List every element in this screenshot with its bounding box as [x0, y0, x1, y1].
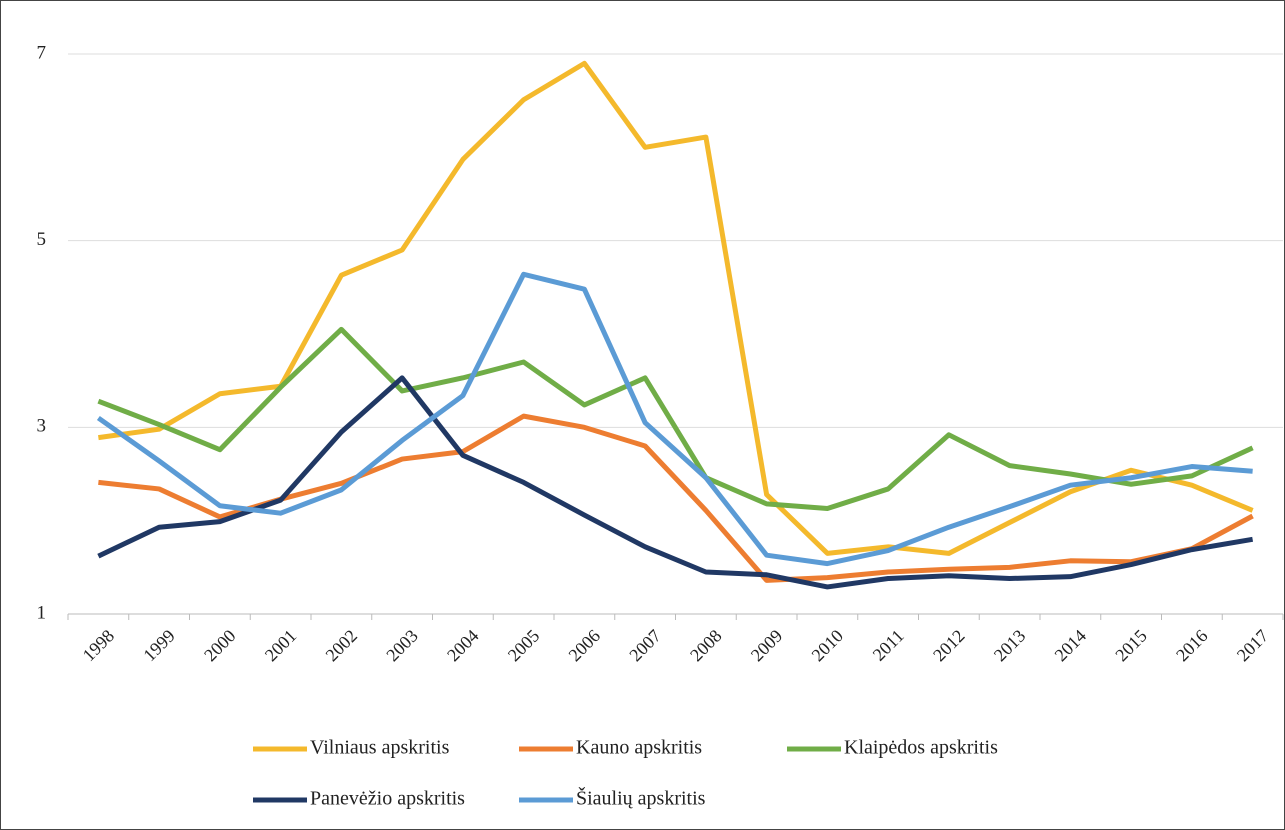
y-tick-label: 5	[37, 229, 47, 250]
series-line	[97, 375, 1254, 590]
legend-label: Panevėžio apskritis	[310, 788, 465, 810]
legend-label: Vilniaus apskritis	[310, 737, 450, 759]
y-tick-label: 1	[37, 602, 47, 623]
y-tick-label: 3	[37, 416, 47, 437]
series-line	[98, 60, 1254, 556]
legend-label: Šiaulių apskritis	[576, 786, 706, 810]
legend-label: Kauno apskritis	[576, 737, 702, 759]
series-line	[96, 271, 1253, 567]
legend-label: Klaipėdos apskritis	[844, 737, 998, 759]
y-tick-label: 7	[37, 42, 47, 63]
series-line	[98, 413, 1254, 583]
series-line	[97, 326, 1254, 512]
